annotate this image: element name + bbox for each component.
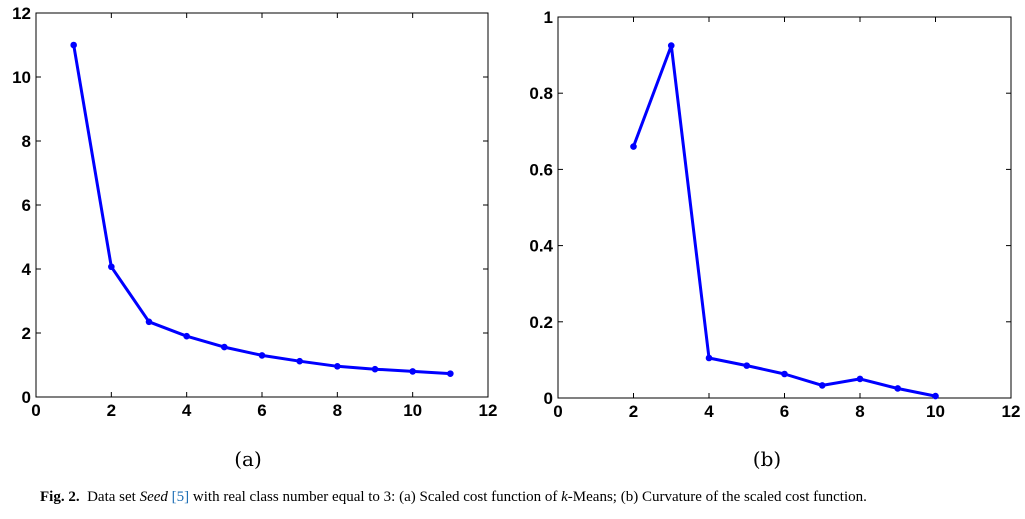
x-tick-label: 0 [31, 401, 40, 420]
data-point [409, 368, 416, 375]
data-point [667, 42, 675, 49]
data-point [743, 362, 751, 369]
caption-text-1: Data set [87, 489, 140, 505]
data-point [258, 352, 266, 359]
data-point [70, 41, 77, 49]
y-tick-label: 1 [544, 8, 553, 27]
data-point [781, 370, 788, 378]
x-tick-label: 6 [780, 402, 789, 421]
data-point [856, 375, 864, 383]
x-tick-label: 10 [403, 401, 422, 420]
x-tick-label: 2 [107, 401, 116, 420]
y-tick-label: 0 [544, 389, 553, 408]
y-tick-label: 0 [22, 388, 31, 407]
chart-panel-b: 0 2 4 6 8 10 12 0 0.2 0.4 0.6 0.8 1 (b) [529, 8, 1020, 471]
y-tick-label: 4 [22, 260, 32, 279]
figure-caption: Fig. 2. Data set Seed [5] with real clas… [40, 489, 867, 506]
x-tick-label: 8 [333, 401, 342, 420]
y-tick-label: 2 [22, 324, 31, 343]
data-point [932, 392, 939, 400]
chart-panel-a: 0 2 4 6 8 10 12 0 2 4 6 8 10 12 (a) [12, 4, 497, 471]
x-tick-label: 10 [926, 402, 945, 421]
y-tick-label: 0.2 [529, 313, 553, 332]
caption-k: k [561, 489, 568, 505]
caption-ref-link[interactable]: [5] [171, 489, 190, 505]
y-tick-label: 0.6 [529, 160, 553, 179]
x-tick-label: 12 [1002, 402, 1021, 421]
data-point [334, 362, 341, 370]
plot-frame [557, 16, 1012, 399]
y-tick-label: 0.8 [529, 84, 553, 103]
data-point [371, 365, 379, 373]
panel-subtitle: (a) [234, 447, 262, 471]
data-point [221, 343, 228, 351]
x-tick-label: 6 [257, 401, 266, 420]
caption-label: Fig. 2. [40, 489, 80, 505]
y-tick-label: 12 [12, 4, 31, 23]
y-tick-label: 0.4 [529, 237, 553, 256]
data-point [630, 143, 637, 150]
plot-frame [35, 12, 489, 398]
x-tick-label: 12 [479, 401, 498, 420]
x-tick-label: 0 [553, 402, 562, 421]
y-tick-label: 10 [12, 68, 31, 87]
caption-text-3: -Means; (b) Curvature of the scaled cost… [567, 489, 867, 505]
data-point [818, 382, 826, 389]
y-tick-label: 8 [22, 132, 31, 151]
x-tick-label: 2 [629, 402, 638, 421]
data-point [296, 357, 303, 365]
x-tick-label: 4 [704, 402, 714, 421]
data-point [145, 318, 153, 326]
data-point [705, 354, 713, 362]
caption-dataset: Seed [139, 489, 168, 505]
panel-subtitle: (b) [753, 447, 781, 471]
x-tick-label: 4 [182, 401, 192, 420]
data-point [108, 263, 115, 271]
x-tick-label: 8 [855, 402, 864, 421]
y-tick-label: 6 [22, 196, 31, 215]
data-point [447, 370, 454, 377]
data-point [894, 385, 902, 392]
data-point [183, 332, 190, 340]
caption-text-2: with real class number equal to 3: (a) S… [189, 489, 562, 505]
